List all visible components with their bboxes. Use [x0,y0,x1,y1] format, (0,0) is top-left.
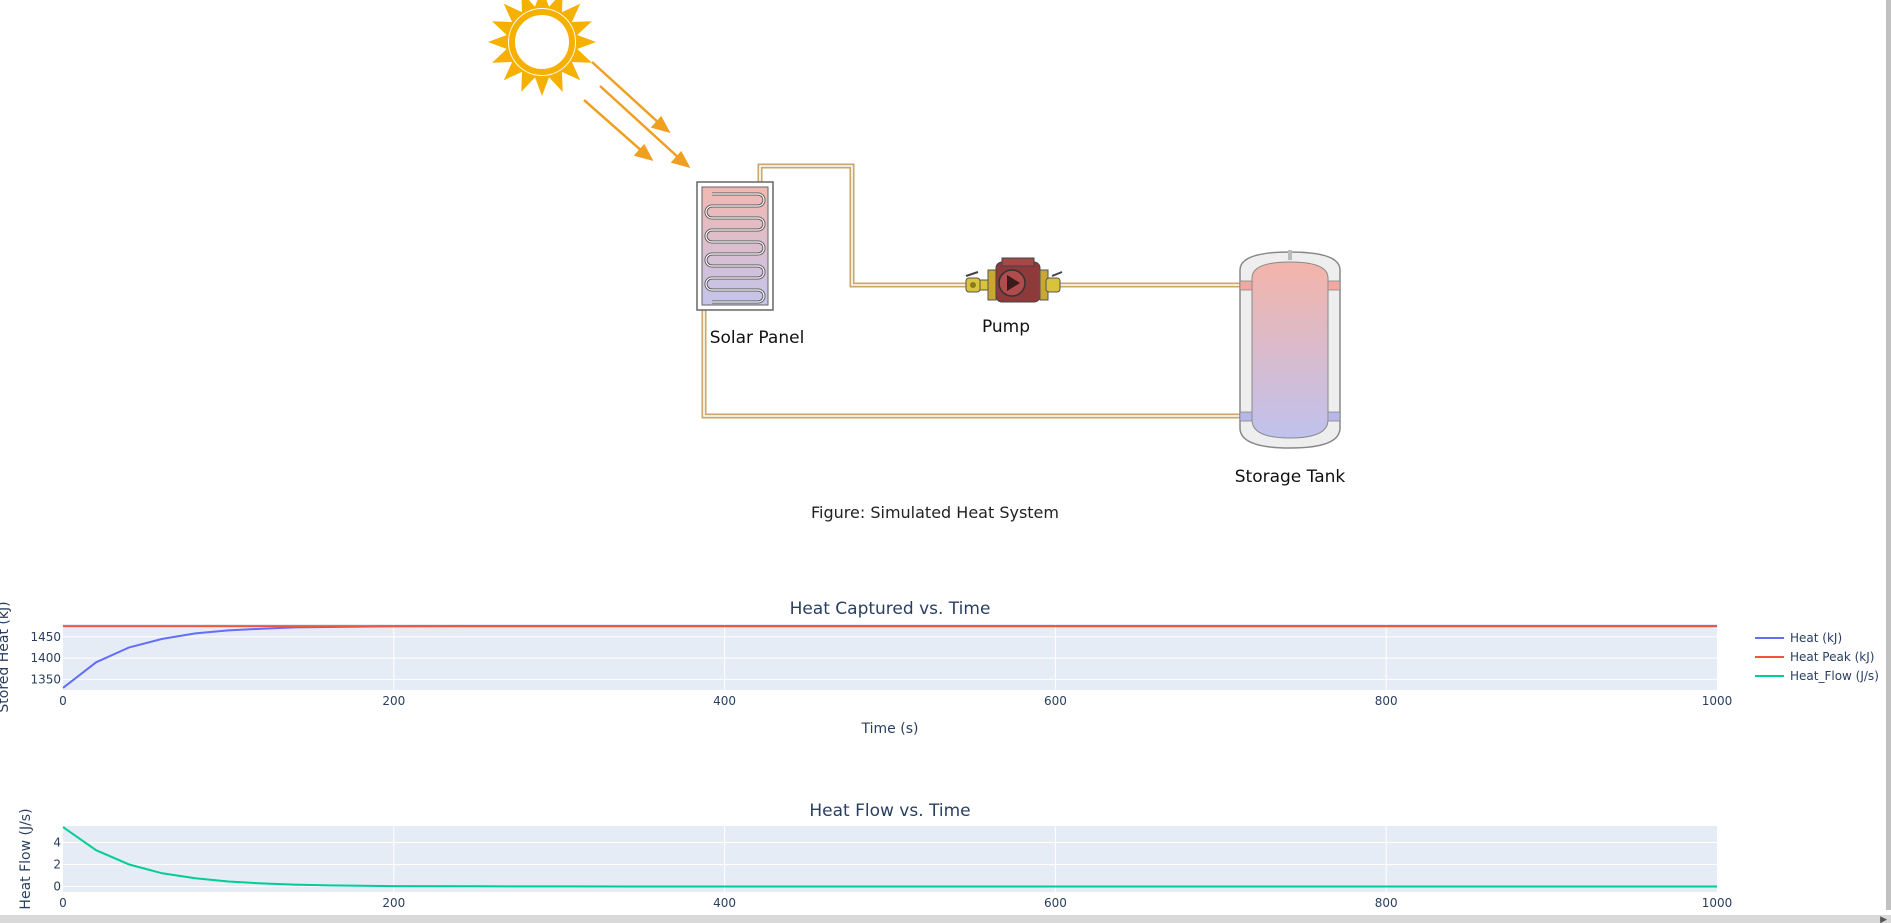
figure-caption: Figure: Simulated Heat System [0,503,1870,522]
y-tick-label: 1350 [30,672,61,686]
y-axis-label: Heat Flow (J/s) [18,808,34,909]
x-tick-label: 400 [713,896,736,910]
heat-system-diagram: Solar Panel Pump Sto [0,0,1891,500]
x-tick-label: 600 [1044,694,1067,708]
legend-entry[interactable]: Heat (kJ) [1790,631,1842,645]
storage-tank-icon [1240,250,1340,448]
storage-tank-label: Storage Tank [1235,467,1346,487]
x-tick-label: 0 [59,694,67,708]
chart-title: Heat Flow vs. Time [809,801,970,821]
sun-icon [488,0,596,96]
sunlight-arrows [584,62,688,166]
x-tick-label: 1000 [1702,694,1733,708]
plot-area[interactable] [63,624,1717,690]
plot-area[interactable] [63,826,1717,892]
y-tick-label: 0 [53,880,61,894]
y-tick-label: 4 [53,836,61,850]
horizontal-scrollbar[interactable]: ▶ [0,915,1891,923]
x-tick-label: 800 [1375,896,1398,910]
heat-flow-chart[interactable]: 0 200 400 600 800 1000 0 2 4 Heat Flow vs. Time He… [0,796,1891,916]
x-tick-label: 200 [382,896,405,910]
scroll-right-arrow-icon[interactable]: ▶ [1880,913,1887,923]
y-axis-label: Stored Heat (kJ) [0,601,12,712]
solar-panel-label: Solar Panel [710,328,805,348]
x-tick-label: 1000 [1702,896,1733,910]
x-tick-label: 800 [1375,694,1398,708]
legend-entry[interactable]: Heat_Flow (J/s) [1790,669,1879,683]
x-axis-label: Time (s) [861,721,919,737]
x-tick-label: 0 [59,896,67,910]
chart-title: Heat Captured vs. Time [790,599,991,619]
vertical-scrollbar[interactable] [1886,0,1891,910]
x-tick-label: 600 [1044,896,1067,910]
y-tick-label: 1400 [30,651,61,665]
x-tick-label: 200 [382,694,405,708]
solar-panel-icon [697,182,773,310]
y-tick-label: 1450 [30,630,61,644]
y-tick-label: 2 [53,858,61,872]
x-tick-label: 400 [713,694,736,708]
legend-entry[interactable]: Heat Peak (kJ) [1790,650,1874,664]
pump-icon [966,258,1062,302]
pump-label: Pump [982,317,1030,337]
